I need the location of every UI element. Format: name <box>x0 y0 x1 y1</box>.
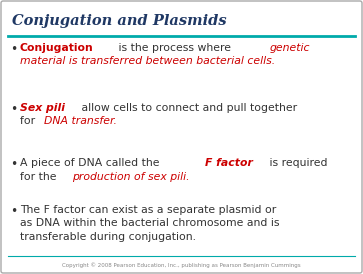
Text: for the: for the <box>20 172 60 181</box>
Text: Conjugation and Plasmids: Conjugation and Plasmids <box>12 14 227 28</box>
Text: as DNA within the bacterial chromosome and is: as DNA within the bacterial chromosome a… <box>20 218 280 229</box>
Text: A piece of DNA called the: A piece of DNA called the <box>20 158 163 168</box>
Text: •: • <box>10 158 17 171</box>
Text: Copyright © 2008 Pearson Education, Inc., publishing as Pearson Benjamin Cumming: Copyright © 2008 Pearson Education, Inc.… <box>62 262 300 268</box>
Text: production of sex pili.: production of sex pili. <box>72 172 189 181</box>
Text: genetic: genetic <box>269 43 310 53</box>
Text: •: • <box>10 205 17 218</box>
Text: Sex pili: Sex pili <box>20 103 65 113</box>
Text: for: for <box>20 116 38 127</box>
Text: Conjugation: Conjugation <box>20 43 94 53</box>
Text: •: • <box>10 103 17 116</box>
Text: allow cells to connect and pull together: allow cells to connect and pull together <box>78 103 297 113</box>
Text: is the process where: is the process where <box>115 43 234 53</box>
Text: •: • <box>10 43 17 56</box>
Text: DNA transfer.: DNA transfer. <box>44 116 117 127</box>
Text: is required: is required <box>266 158 328 168</box>
Text: The F factor can exist as a separate plasmid or: The F factor can exist as a separate pla… <box>20 205 276 215</box>
Text: F factor: F factor <box>204 158 252 168</box>
Text: transferable during conjugation.: transferable during conjugation. <box>20 232 196 242</box>
Text: material is transferred between bacterial cells.: material is transferred between bacteria… <box>20 56 275 67</box>
